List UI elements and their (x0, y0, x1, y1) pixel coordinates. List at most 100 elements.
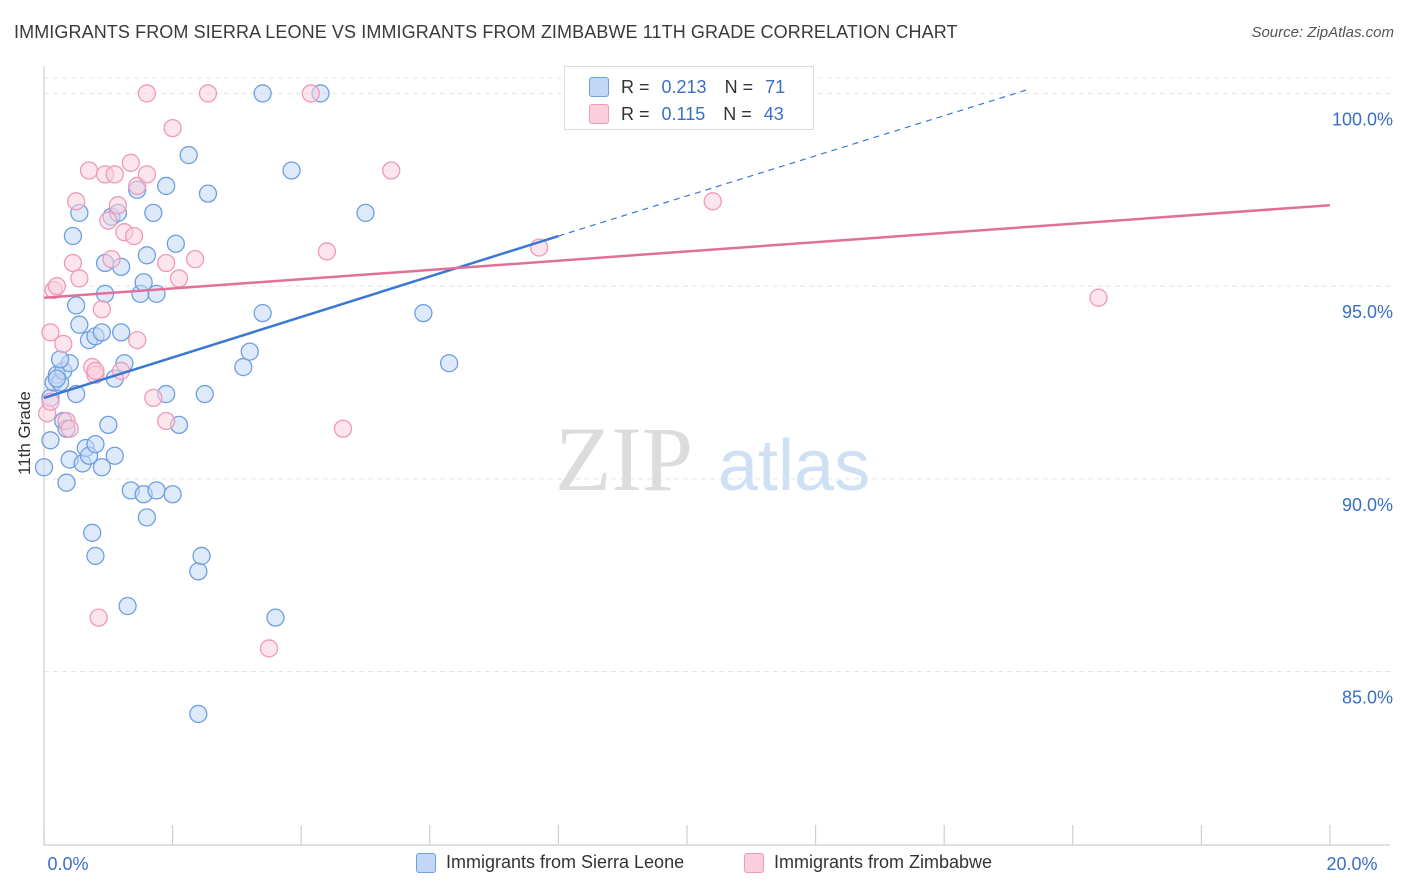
stats-row-sierra-leone: R = 0.213 N = 71 (589, 73, 785, 101)
sierra-leone-point (282, 161, 301, 180)
sierra-leone-point (266, 608, 285, 627)
sierra-leone-point (198, 184, 218, 203)
y-tick-label: 85.0% (1342, 688, 1393, 708)
sierra-leone-point (253, 84, 272, 103)
y-tick-label: 90.0% (1342, 495, 1393, 515)
zimbabwe-point (317, 242, 337, 261)
zimbabwe-point (137, 84, 157, 103)
zimbabwe-point (144, 388, 163, 408)
zimbabwe-point (92, 300, 112, 319)
zimbabwe-point (60, 419, 79, 438)
legend-item-sierra-leone[interactable]: Immigrants from Sierra Leone (416, 852, 684, 873)
stats-r-value: 0.213 (661, 76, 707, 97)
zimbabwe-point (259, 639, 279, 658)
sierra-leone-point (83, 523, 102, 542)
sierra-leone-point (240, 342, 259, 361)
zimbabwe-point (703, 192, 722, 211)
legend-item-zimbabwe[interactable]: Immigrants from Zimbabwe (744, 852, 992, 873)
sierra-leone-point (144, 203, 163, 223)
zimbabwe-point (99, 211, 118, 230)
zimbabwe-point (137, 165, 157, 184)
zimbabwe-point (157, 411, 176, 431)
blue-swatch-icon (416, 852, 436, 873)
zimbabwe-point (301, 84, 320, 103)
sierra-leone-point (34, 458, 54, 477)
zimbabwe-point (157, 253, 176, 273)
zimbabwe-point (198, 84, 218, 103)
legend-label: Immigrants from Zimbabwe (774, 852, 993, 872)
sierra-leone-point (195, 384, 214, 404)
zimbabwe-point (67, 192, 86, 211)
zimbabwe-point (70, 269, 89, 288)
sierra-leone-point (92, 458, 112, 477)
sierra-leone-point (105, 446, 124, 465)
watermark-zip: ZIP (555, 408, 693, 510)
sierra-leone-point (41, 431, 60, 450)
sierra-leone-point (50, 350, 70, 369)
sierra-leone-point (157, 176, 176, 196)
sierra-leone-trendline-extension (558, 88, 1028, 237)
sierra-leone-point (166, 234, 185, 253)
stats-r-value: 0.115 (661, 103, 706, 124)
zimbabwe-point (47, 276, 67, 296)
source-label: Source: ZipAtlas.com (1251, 24, 1394, 41)
stats-r-label: R = (621, 76, 650, 97)
zimbabwe-point (63, 253, 83, 273)
sierra-leone-point (192, 546, 211, 566)
zimbabwe-point (333, 419, 353, 438)
sierra-leone-point (99, 415, 118, 435)
zimbabwe-point (163, 118, 182, 138)
stats-n-label: N = (723, 103, 752, 124)
stats-row-zimbabwe: R = 0.115 N = 43 (589, 100, 784, 128)
sierra-leone-point (189, 562, 208, 581)
sierra-leone-point (439, 354, 459, 373)
stats-legend: R = 0.213 N = 71 R = 0.115 N = 43 (564, 66, 814, 130)
stats-n-label: N = (724, 76, 754, 97)
sierra-leone-point (179, 145, 198, 165)
y-tick-label: 100.0% (1332, 109, 1393, 129)
stats-r-label: R = (621, 103, 650, 124)
sierra-leone-point (147, 284, 166, 303)
sierra-leone-point (86, 435, 105, 454)
sierra-leone-point (137, 246, 157, 265)
pink-swatch-icon (744, 852, 764, 873)
sierra-leone-point (147, 481, 166, 500)
x-tick-label: 20.0% (1326, 854, 1377, 874)
pink-swatch-icon (589, 104, 609, 124)
zimbabwe-trendline (43, 203, 1331, 299)
zimbabwe-point (169, 269, 189, 288)
sierra-leone-point (414, 303, 433, 323)
sierra-leone-point (47, 369, 67, 388)
sierra-leone-point (137, 508, 157, 527)
sierra-leone-point (57, 473, 76, 492)
zimbabwe-point (54, 334, 73, 354)
zimbabwe-point (79, 161, 99, 180)
watermark-atlas: atlas (718, 426, 870, 506)
zimbabwe-point (89, 608, 108, 627)
chart-title: IMMIGRANTS FROM SIERRA LEONE VS IMMIGRAN… (14, 22, 958, 42)
sierra-leone-point (92, 323, 112, 342)
sierra-leone-point (67, 296, 86, 315)
sierra-leone-point (118, 596, 137, 616)
stats-n-value: 43 (763, 103, 784, 124)
sierra-leone-point (70, 315, 89, 334)
sierra-leone-point (189, 704, 208, 724)
zimbabwe-point (41, 323, 60, 342)
blue-swatch-icon (589, 77, 609, 97)
zimbabwe-point (185, 250, 205, 269)
zimbabwe-point (128, 330, 147, 350)
zimbabwe-point (121, 153, 140, 172)
zimbabwe-point (86, 361, 105, 381)
sierra-leone-trendline (43, 234, 559, 400)
zimbabwe-point (382, 161, 401, 180)
sierra-leone-point (86, 546, 105, 566)
zimbabwe-point (105, 165, 124, 184)
sierra-leone-point (163, 485, 182, 504)
sierra-leone-point (234, 357, 253, 377)
sierra-leone-point (253, 303, 272, 323)
zimbabwe-point (108, 196, 128, 215)
x-tick-label: 0.0% (47, 854, 88, 874)
sierra-leone-point (356, 203, 375, 223)
zimbabwe-point (124, 226, 144, 246)
